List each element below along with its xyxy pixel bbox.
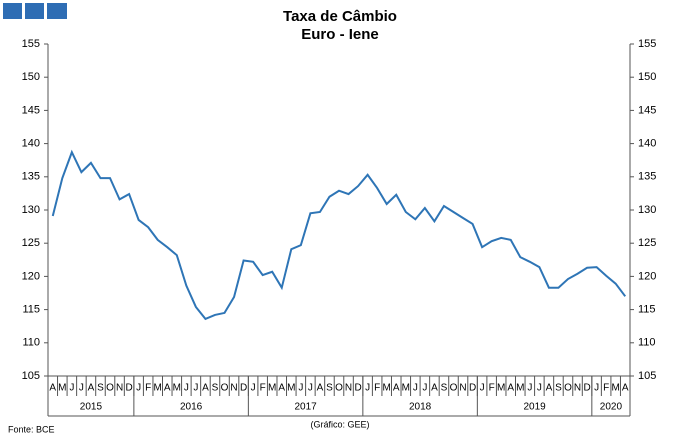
x-tick-label: A — [622, 383, 629, 394]
x-tick-label: M — [268, 383, 276, 394]
x-tick-label: O — [335, 383, 343, 394]
x-tick-label: J — [537, 383, 542, 394]
x-tick-label: D — [354, 383, 361, 394]
x-tick-label: N — [345, 383, 352, 394]
x-tick-label: O — [106, 383, 114, 394]
y2-tick-label: 140 — [638, 138, 656, 150]
x-tick-label: J — [422, 383, 427, 394]
x-tick-label: J — [184, 383, 189, 394]
y-tick-label: 135 — [22, 171, 40, 183]
x-tick-label: D — [125, 383, 132, 394]
y-tick-label: 115 — [22, 304, 40, 316]
logo — [25, 3, 44, 19]
x-tick-label: A — [507, 383, 514, 394]
x-tick-label: M — [612, 383, 620, 394]
y2-tick-label: 110 — [638, 337, 656, 349]
y2-tick-label: 135 — [638, 171, 656, 183]
x-tick-label: J — [413, 383, 418, 394]
credit: (Gráfico: GEE) — [310, 419, 369, 429]
x-tick-label: M — [173, 383, 181, 394]
x-tick-label: N — [230, 383, 237, 394]
logo — [3, 3, 22, 19]
x-tick-label: A — [546, 383, 553, 394]
x-tick-label: A — [49, 383, 56, 394]
x-tick-label: D — [583, 383, 590, 394]
x-tick-label: J — [193, 383, 198, 394]
x-tick-label: M — [154, 383, 162, 394]
x-tick-label: J — [69, 383, 74, 394]
x-tick-label: J — [527, 383, 532, 394]
x-tick-label: J — [251, 383, 256, 394]
x-tick-label: S — [555, 383, 562, 394]
x-group-label: 2019 — [523, 402, 546, 413]
x-tick-label: M — [58, 383, 66, 394]
x-tick-label: D — [469, 383, 476, 394]
x-tick-label: N — [116, 383, 123, 394]
y2-tick-label: 120 — [638, 270, 656, 282]
x-group-label: 2017 — [294, 402, 317, 413]
x-tick-label: F — [145, 383, 151, 394]
x-tick-label: M — [497, 383, 505, 394]
x-tick-label: N — [459, 383, 466, 394]
x-tick-label: O — [564, 383, 572, 394]
x-tick-label: S — [441, 383, 448, 394]
x-tick-label: A — [164, 383, 171, 394]
y-tick-label: 150 — [22, 71, 40, 83]
logo — [47, 3, 67, 19]
x-tick-label: O — [221, 383, 229, 394]
x-tick-label: O — [450, 383, 458, 394]
y-tick-label: 140 — [22, 138, 40, 150]
x-tick-label: A — [393, 383, 400, 394]
y2-tick-label: 150 — [638, 71, 656, 83]
x-tick-label: A — [278, 383, 285, 394]
y2-tick-label: 115 — [638, 304, 656, 316]
y2-tick-label: 155 — [638, 38, 656, 50]
y2-tick-label: 125 — [638, 237, 656, 249]
x-tick-label: S — [326, 383, 333, 394]
x-tick-label: J — [480, 383, 485, 394]
x-tick-label: M — [383, 383, 391, 394]
series-line — [51, 149, 627, 321]
x-tick-label: M — [287, 383, 295, 394]
x-tick-label: S — [97, 383, 104, 394]
x-tick-label: J — [594, 383, 599, 394]
x-tick-label: D — [240, 383, 247, 394]
x-tick-label: M — [402, 383, 410, 394]
chart-title: Taxa de Câmbio — [283, 8, 397, 25]
x-tick-label: A — [202, 383, 209, 394]
chart-subtitle: Euro - Iene — [301, 26, 379, 43]
x-tick-label: J — [308, 383, 313, 394]
y-tick-label: 130 — [22, 204, 40, 216]
x-tick-label: J — [79, 383, 84, 394]
x-tick-label: F — [374, 383, 380, 394]
source: Fonte: BCE — [8, 424, 55, 434]
y2-tick-label: 105 — [638, 370, 656, 382]
x-tick-label: S — [212, 383, 219, 394]
x-group-label: 2016 — [180, 402, 203, 413]
x-tick-label: J — [136, 383, 141, 394]
x-group-label: 2020 — [600, 402, 623, 413]
y-tick-label: 125 — [22, 237, 40, 249]
x-group-label: 2018 — [409, 402, 432, 413]
x-tick-label: M — [516, 383, 524, 394]
x-tick-label: A — [88, 383, 95, 394]
y2-tick-label: 145 — [638, 104, 656, 116]
y2-tick-label: 130 — [638, 204, 656, 216]
y-tick-label: 145 — [22, 104, 40, 116]
y-tick-label: 120 — [22, 270, 40, 282]
y-tick-label: 110 — [22, 337, 40, 349]
x-tick-label: N — [574, 383, 581, 394]
x-tick-label: A — [317, 383, 324, 394]
x-tick-label: F — [489, 383, 495, 394]
x-tick-label: F — [603, 383, 609, 394]
x-group-label: 2015 — [80, 402, 103, 413]
x-tick-label: F — [260, 383, 266, 394]
x-tick-label: J — [365, 383, 370, 394]
x-tick-label: A — [431, 383, 438, 394]
y-tick-label: 105 — [22, 370, 40, 382]
y-tick-label: 155 — [22, 38, 40, 50]
x-tick-label: J — [298, 383, 303, 394]
